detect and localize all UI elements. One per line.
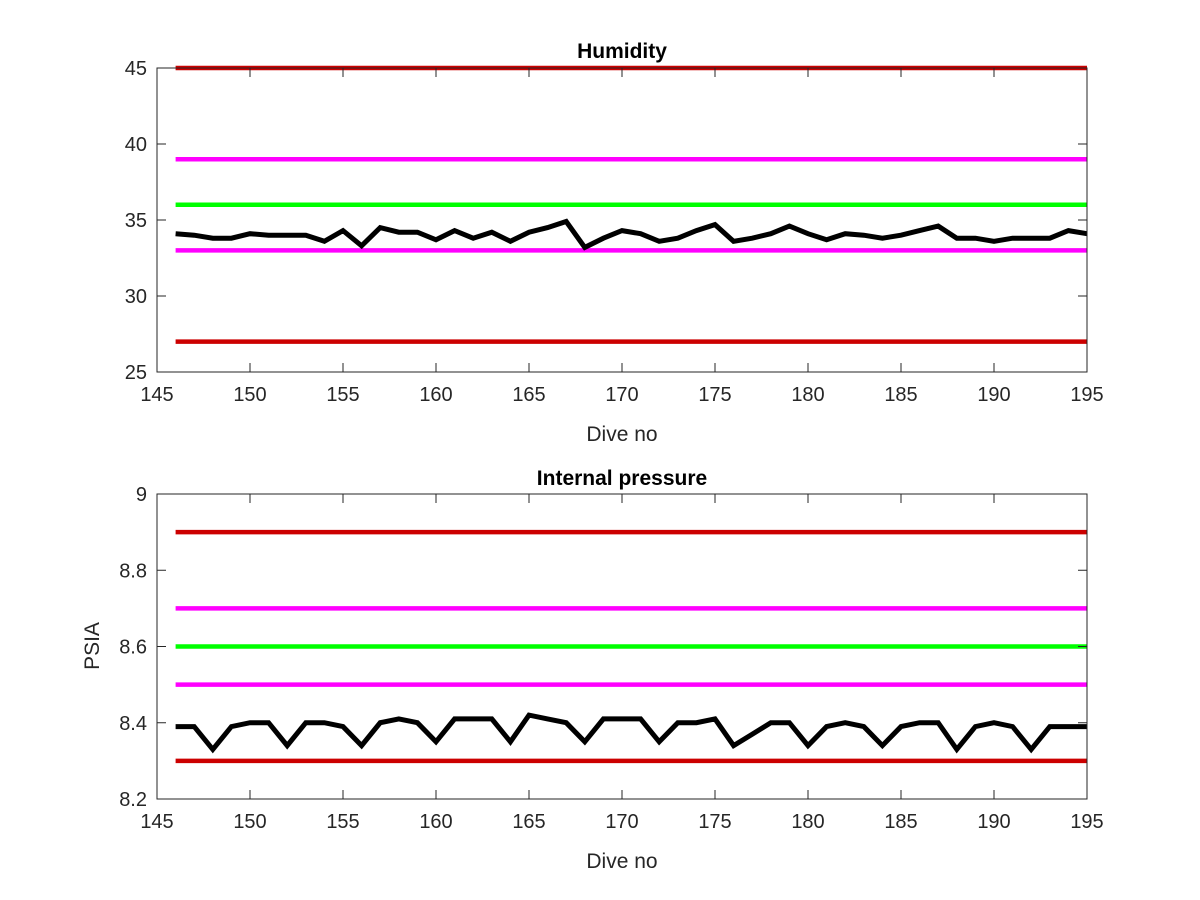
internal-pressure-plot: 145 150 155 160 165 170 175 180 185 190 195 8.2 8.4…	[81, 467, 1104, 873]
humidity-x-tick-label: 185	[884, 384, 917, 406]
humidity-plot: 145 150 155 160 165 170 175 180 185 190 195 25 30 35…	[125, 40, 1104, 446]
pressure-x-tick-label: 160	[419, 811, 452, 833]
pressure-title: Internal pressure	[537, 467, 707, 490]
pressure-data-line	[175, 712, 1087, 754]
pressure-x-ticks: 145 150 155 160 165 170 175 180 185 190 195	[140, 494, 1104, 833]
humidity-axes-box	[156, 67, 1088, 373]
pressure-series-layer	[175, 529, 1087, 764]
pressure-y-tick-label: 8.2	[119, 789, 147, 811]
pressure-x-tick-label: 195	[1070, 811, 1103, 833]
pressure-x-tick-label: 170	[605, 811, 638, 833]
pressure-x-tick-label: 185	[884, 811, 917, 833]
humidity-y-tick-label: 30	[125, 286, 147, 308]
humidity-title: Humidity	[577, 40, 667, 63]
pressure-x-tick-label: 155	[326, 811, 359, 833]
humidity-x-tick-label: 175	[698, 384, 731, 406]
humidity-y-tick-label: 40	[125, 134, 147, 156]
humidity-data-line	[175, 218, 1088, 251]
humidity-x-ticks: 145 150 155 160 165 170 175 180 185 190 195	[140, 68, 1104, 406]
humidity-y-tick-label: 35	[125, 210, 147, 232]
pressure-x-tick-label: 175	[698, 811, 731, 833]
humidity-x-tick-label: 170	[605, 384, 638, 406]
humidity-x-tick-label: 195	[1070, 384, 1103, 406]
pressure-x-tick-label: 190	[977, 811, 1010, 833]
pressure-y-tick-label: 8.8	[119, 560, 147, 582]
pressure-x-tick-label: 150	[233, 811, 266, 833]
pressure-y-axis-label: PSIA	[81, 622, 104, 670]
pressure-y-tick-label: 8.4	[119, 713, 147, 735]
pressure-x-tick-label: 165	[512, 811, 545, 833]
humidity-x-tick-label: 150	[233, 384, 266, 406]
pressure-x-tick-label: 145	[140, 811, 173, 833]
humidity-x-axis-label: Dive no	[586, 423, 657, 446]
pressure-x-tick-label: 180	[791, 811, 824, 833]
humidity-y-tick-label: 45	[125, 58, 147, 80]
humidity-y-tick-label: 25	[125, 362, 147, 384]
pressure-y-tick-label: 8.6	[119, 637, 147, 659]
humidity-x-tick-label: 180	[791, 384, 824, 406]
humidity-x-tick-label: 155	[326, 384, 359, 406]
humidity-x-tick-label: 145	[140, 384, 173, 406]
pressure-x-axis-label: Dive no	[586, 850, 657, 873]
pressure-y-ticks: 8.2 8.4 8.6 8.8 9	[119, 484, 1087, 811]
humidity-x-tick-label: 190	[977, 384, 1010, 406]
humidity-x-tick-label: 160	[419, 384, 452, 406]
pressure-y-tick-label: 9	[136, 484, 147, 506]
humidity-y-ticks: 25 30 35 40 45	[125, 58, 1087, 384]
humidity-x-tick-label: 165	[512, 384, 545, 406]
